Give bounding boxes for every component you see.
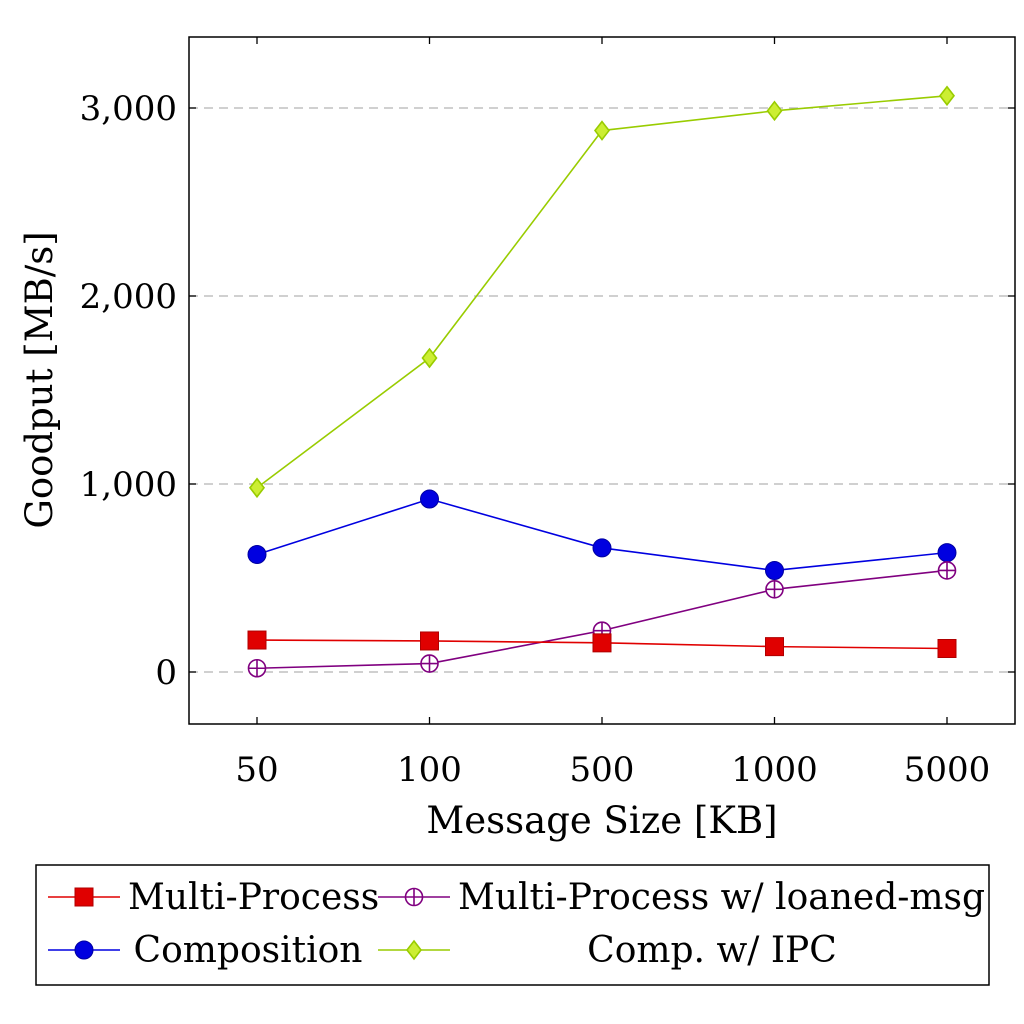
series-1	[247, 561, 957, 678]
data-point	[937, 561, 957, 580]
data-point	[937, 639, 957, 658]
y-tick-label: 2,000	[80, 277, 177, 317]
x-tick-label: 500	[570, 750, 635, 790]
legend-entry: Multi-Process	[48, 877, 379, 918]
y-tick-label: 1,000	[80, 465, 177, 505]
data-point	[938, 85, 956, 107]
legend-marker	[404, 887, 424, 907]
data-point	[592, 633, 612, 653]
data-point	[420, 654, 439, 673]
grid-lines	[189, 107, 1015, 673]
data-point	[766, 100, 783, 122]
x-tick-label: 100	[397, 750, 462, 790]
data-point	[247, 658, 267, 678]
data-point	[248, 477, 266, 499]
series-line	[256, 569, 948, 670]
y-tick-label: 3,000	[80, 89, 177, 129]
series-2	[247, 489, 957, 580]
legend: Multi-Process Multi-Process w/ loaned-msg…	[35, 864, 990, 986]
data-point	[420, 631, 439, 651]
data-point	[592, 538, 612, 558]
series-3	[248, 85, 956, 499]
legend-entry: Composition	[48, 930, 362, 971]
legend-marker	[74, 887, 94, 907]
legend-marker	[74, 940, 94, 960]
x-tick-label: 50	[235, 750, 278, 790]
legend-marker	[405, 939, 423, 961]
legend-box	[35, 864, 990, 986]
series-layer	[247, 85, 957, 678]
data-point	[421, 347, 438, 369]
legend-entry: Comp. w/ IPC	[378, 930, 837, 971]
data-point	[247, 630, 267, 650]
data-point	[765, 560, 784, 580]
x-tick-label: 1000	[731, 750, 818, 790]
series-line	[256, 498, 948, 572]
legend-label: Multi-Process w/ loaned-msg	[458, 877, 985, 918]
legend-label: Comp. w/ IPC	[587, 930, 837, 971]
series-0	[247, 630, 957, 658]
data-point	[937, 543, 957, 563]
legend-label: Multi-Process	[128, 877, 379, 918]
y-tick-label: 0	[155, 653, 177, 693]
data-point	[247, 545, 267, 564]
y-axis-title: Goodput [MB/s]	[18, 231, 61, 528]
axis-ticks: 0 1,000 2,000 3,000 50 100 500 1000 5000	[80, 37, 1015, 790]
series-line	[256, 94, 948, 489]
legend-entry: Multi-Process w/ loaned-msg	[378, 877, 985, 918]
legend-entries: Multi-Process Multi-Process w/ loaned-msg…	[48, 877, 985, 971]
x-axis-title: Message Size [KB]	[426, 799, 777, 842]
x-tick-label: 5000	[904, 750, 991, 790]
legend-label: Composition	[134, 930, 363, 971]
data-point	[593, 120, 611, 141]
data-point	[765, 579, 784, 599]
data-point	[765, 637, 784, 657]
data-point	[420, 489, 439, 509]
